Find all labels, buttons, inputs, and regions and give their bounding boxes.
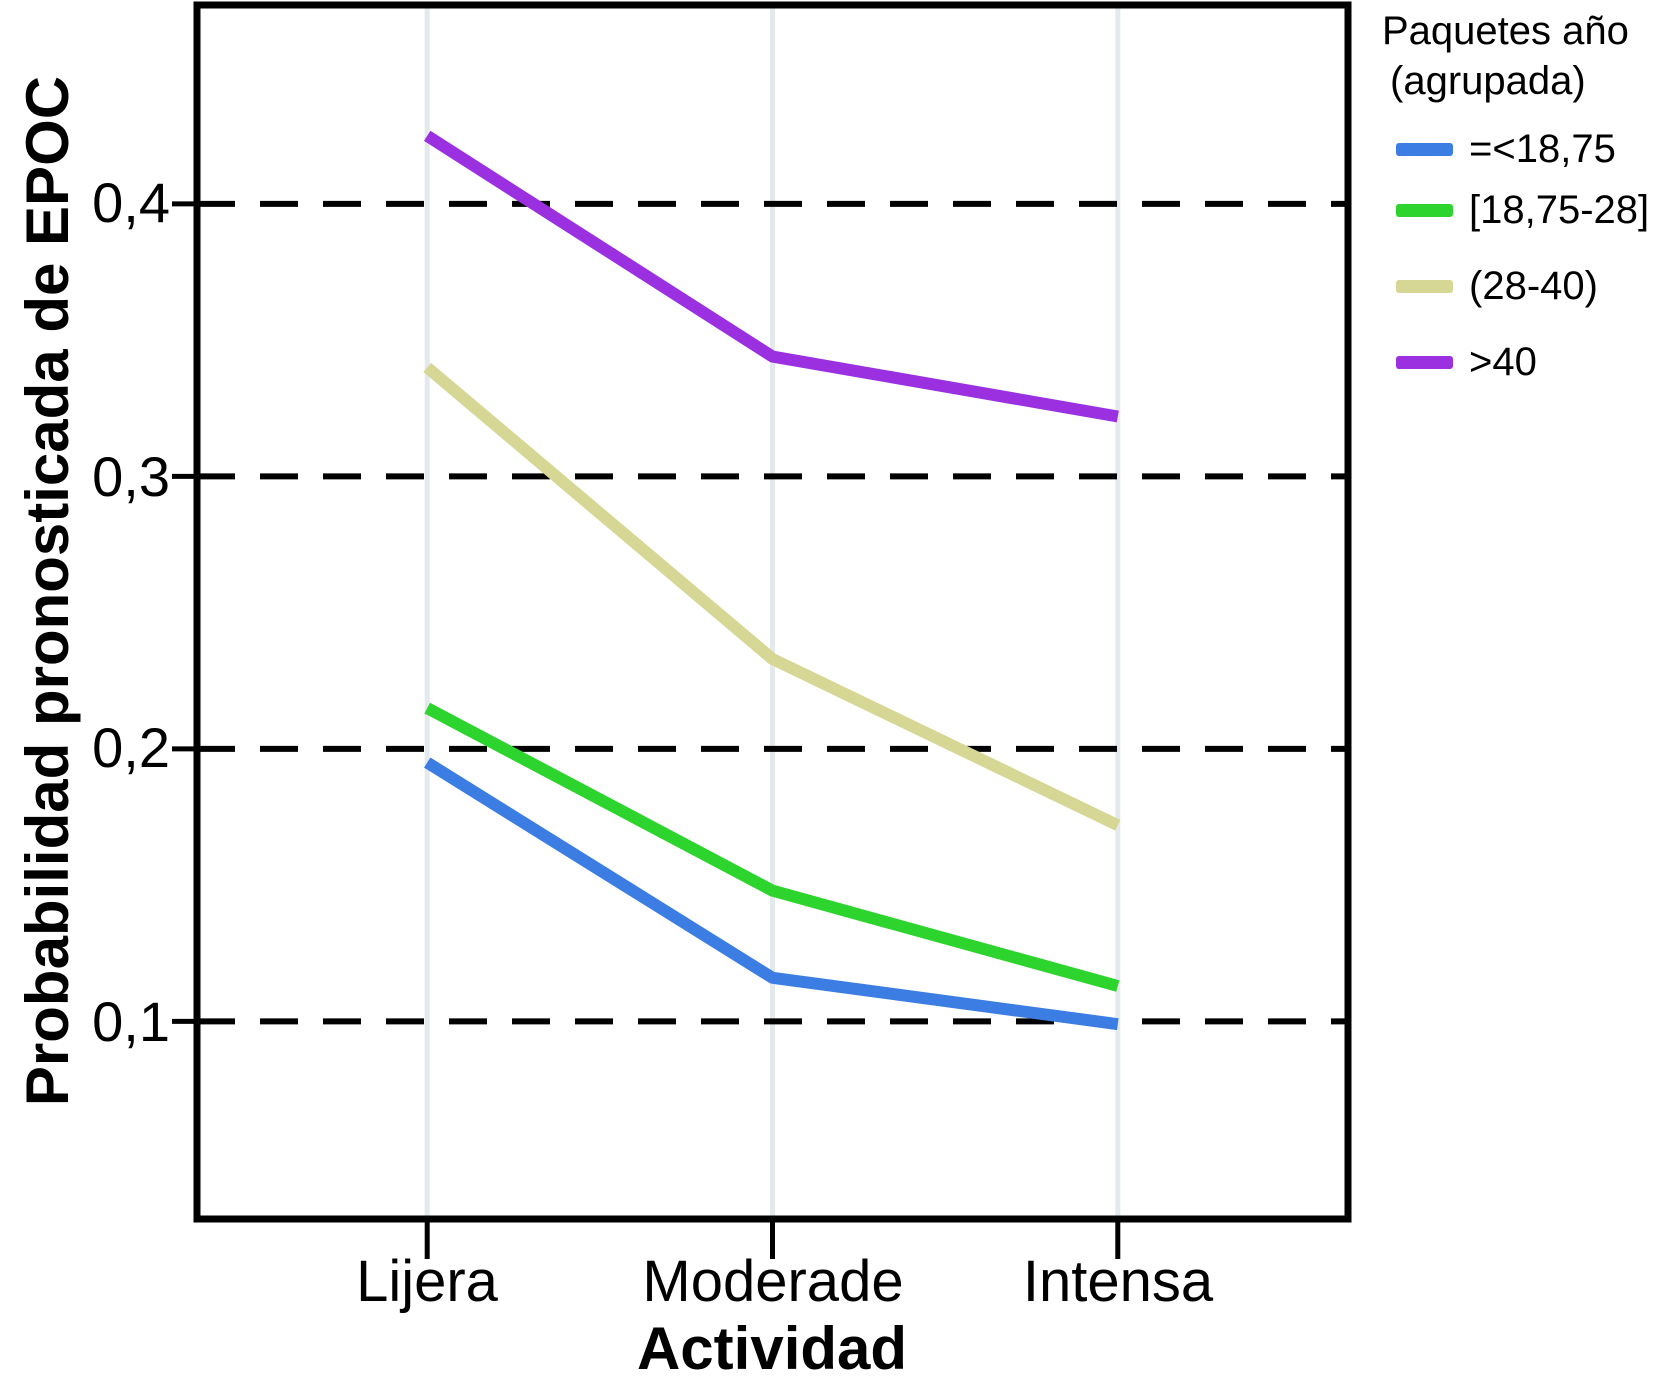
x-category-label: Lijera — [356, 1249, 498, 1314]
vertical-gridlines — [424, 5, 1121, 1219]
legend-entry-label: [18,75-28] — [1469, 187, 1650, 232]
x-category-label: Intensa — [1022, 1249, 1214, 1314]
legend-entry-label: =<18,75 — [1469, 126, 1616, 171]
legend-title: Paquetes año — [1382, 9, 1629, 53]
legend-entry-label: (28-40) — [1469, 263, 1598, 308]
legend: Paquetes año (agrupada) =<18,75 [18,75-2… — [1382, 6, 1658, 384]
legend-entry: >40 — [1396, 340, 1537, 384]
legend-entry: (28-40) — [1396, 264, 1598, 308]
legend-entry: [18,75-28] — [1396, 188, 1649, 232]
legend-swatch-icon — [1396, 355, 1453, 369]
legend-swatch-icon — [1396, 142, 1453, 156]
y-tick-label: 0,1 — [92, 990, 170, 1053]
legend-entry-label: >40 — [1469, 339, 1537, 384]
axis-tick-marks — [172, 201, 1121, 1259]
legend-swatch-icon — [1396, 279, 1453, 293]
series-line — [424, 702, 1120, 992]
y-tick-label: 0,2 — [92, 716, 170, 779]
series-line — [423, 130, 1119, 423]
y-tick-label: 0,4 — [92, 171, 170, 234]
series-line — [424, 757, 1119, 1031]
legend-entry: =<18,75 — [1396, 127, 1616, 171]
legend-swatch-icon — [1396, 203, 1453, 217]
horizontal-dashed-gridlines — [197, 200, 1348, 1025]
x-axis-title: Actividad — [636, 1315, 908, 1382]
series-lines — [423, 130, 1121, 1031]
series-line — [423, 362, 1121, 831]
y-tick-label: 0,3 — [92, 445, 170, 508]
y-axis-title: Probabilidad pronosticada de EPOC — [14, 75, 81, 1107]
x-category-label: Moderade — [642, 1249, 904, 1314]
legend-title: (agrupada) — [1390, 59, 1586, 103]
